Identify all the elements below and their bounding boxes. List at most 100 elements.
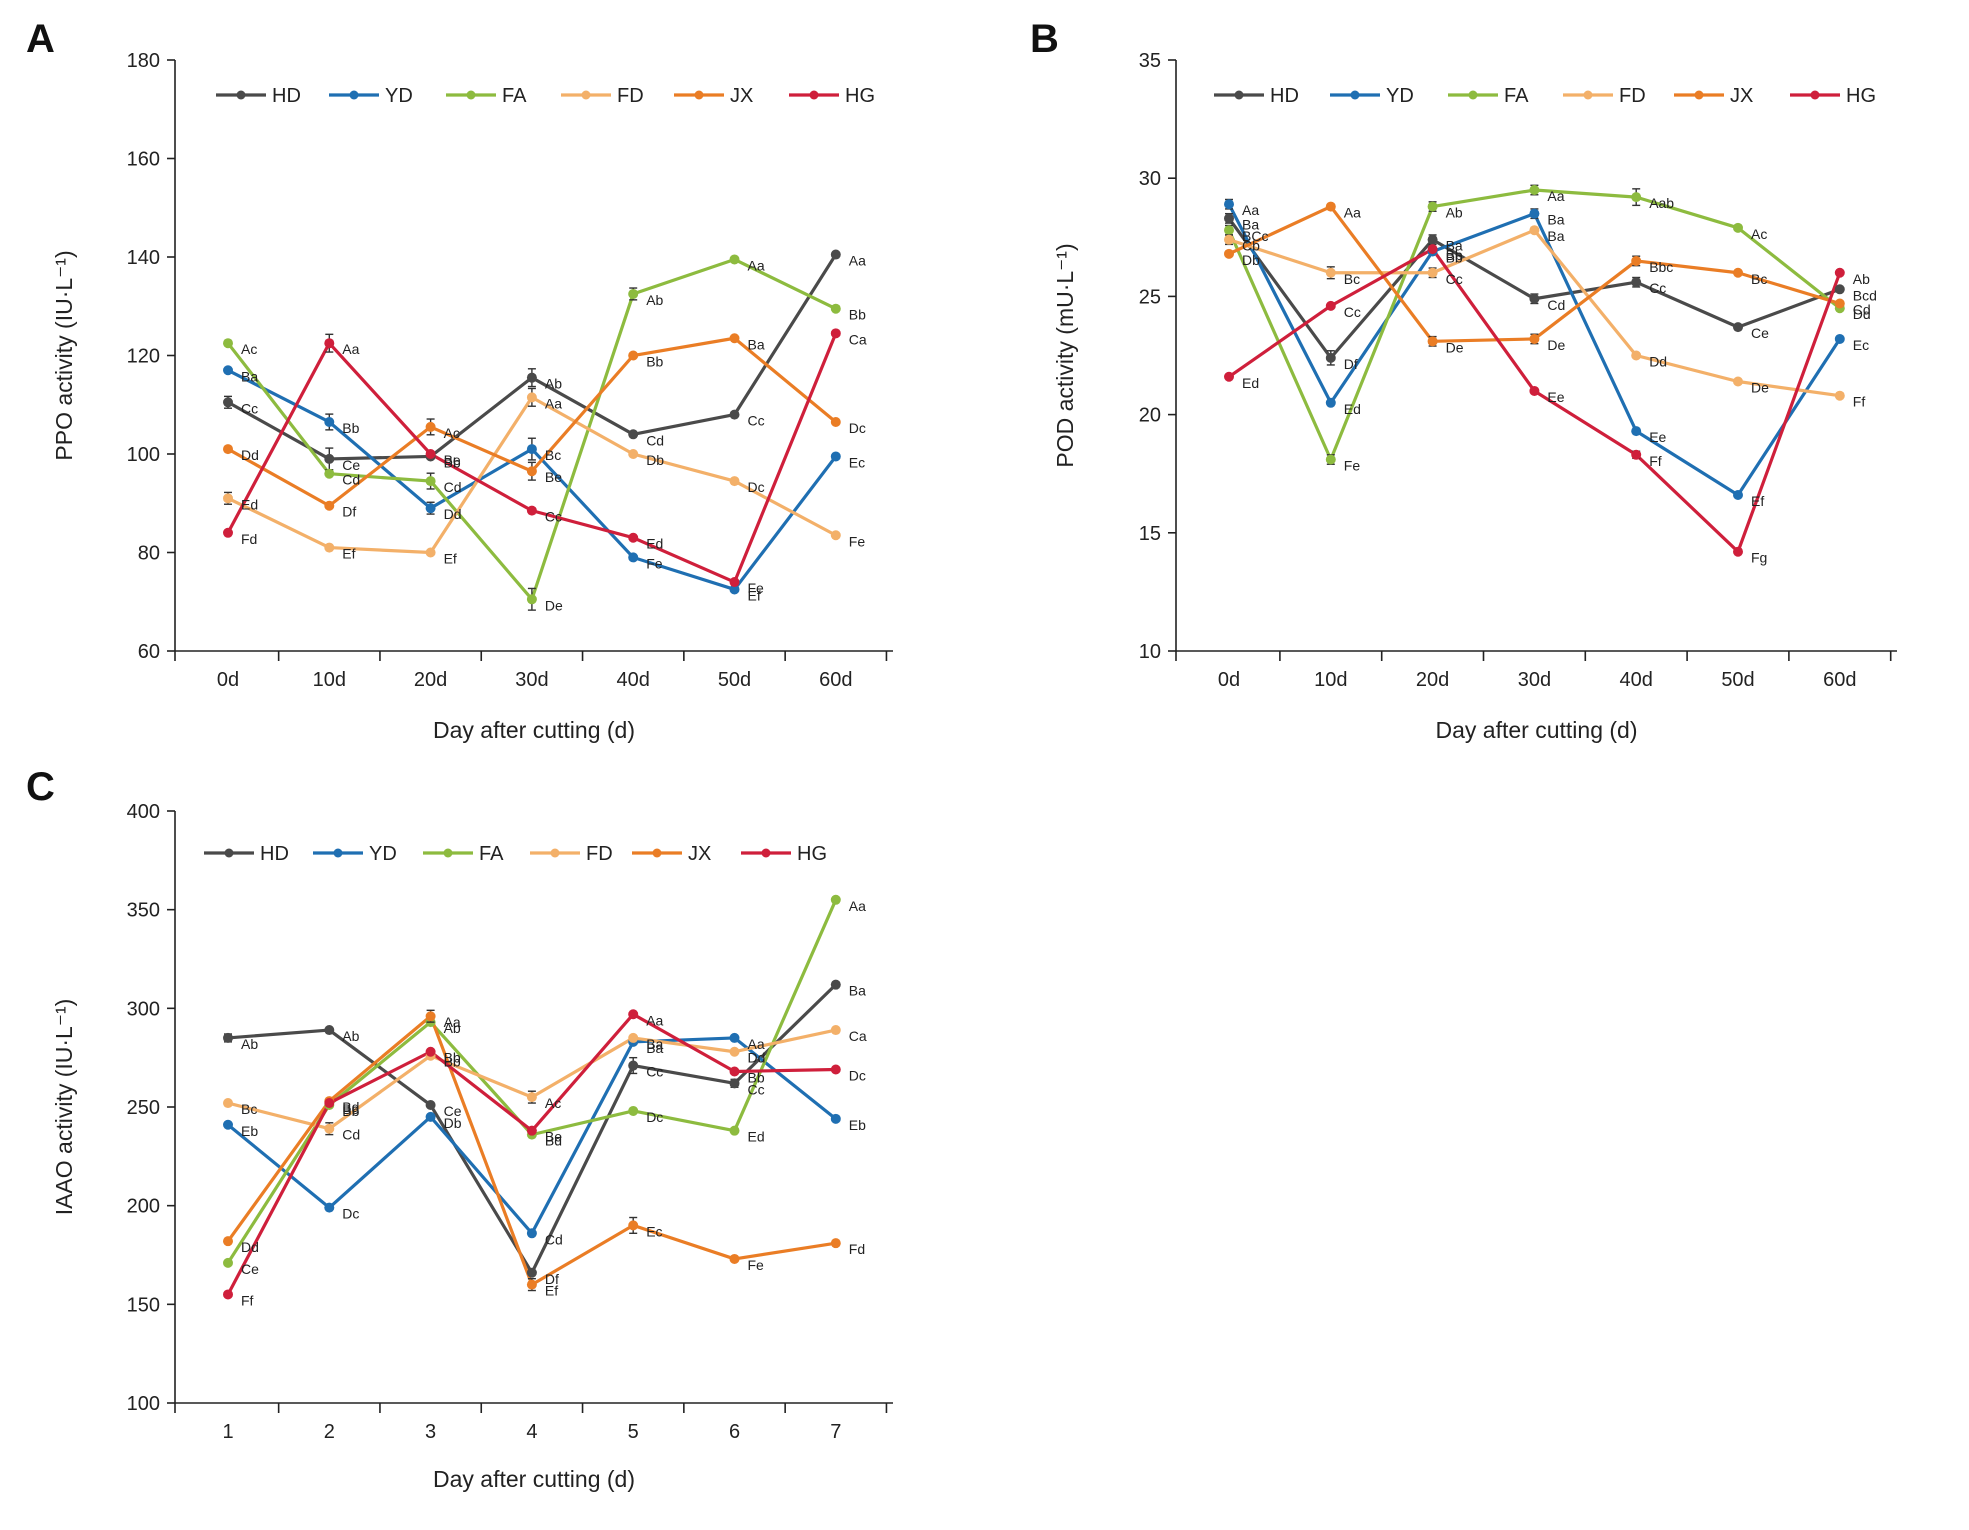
significance-label: Dd: [444, 506, 462, 522]
data-point-fd: [223, 493, 233, 504]
significance-label: Bb: [444, 1050, 461, 1066]
data-point-fa: [830, 303, 841, 314]
significance-label: Cc: [1649, 280, 1666, 296]
legend-label-hg: HG: [1846, 85, 1876, 107]
data-point-hg: [830, 328, 841, 339]
data-point-fa: [425, 476, 436, 487]
significance-label: Dc: [748, 479, 765, 495]
x-axis-title: Day after cutting (d): [433, 717, 635, 743]
significance-label: Df: [1344, 356, 1358, 372]
data-point-yd: [1325, 397, 1336, 408]
data-point-jx: [628, 350, 639, 361]
significance-label: Ef: [1751, 493, 1764, 509]
data-point-jx: [729, 333, 740, 344]
significance-label: Cc: [748, 413, 765, 429]
data-point-yd: [425, 503, 436, 514]
data-point-fd: [1834, 390, 1845, 401]
x-tick-label: 30d: [515, 669, 548, 691]
significance-label: Ff: [1649, 453, 1662, 469]
data-point-jx: [1631, 255, 1642, 266]
legend-label-hg: HG: [845, 85, 875, 107]
legend-marker-hg: [809, 90, 819, 100]
significance-label: Bb: [748, 1069, 765, 1085]
data-point-hg: [1427, 244, 1438, 255]
significance-label: Db: [1242, 252, 1260, 268]
legend-marker-yd: [349, 90, 359, 100]
significance-label: Bb: [342, 420, 359, 436]
x-tick-label: 60d: [1823, 669, 1856, 691]
significance-label: Fd: [241, 531, 257, 547]
significance-label: De: [1751, 380, 1769, 396]
data-point-fa: [830, 894, 841, 905]
legend-label-hd: HD: [1270, 85, 1299, 107]
data-point-yd: [526, 444, 537, 455]
significance-label: Ce: [444, 1103, 462, 1119]
y-tick-label: 100: [127, 444, 160, 466]
legend-marker-hd: [236, 90, 246, 100]
significance-label: Bb: [1446, 249, 1463, 265]
series-line-hd: [227, 253, 838, 461]
significance-label: Be: [545, 469, 562, 485]
data-point-hg: [1834, 267, 1845, 278]
significance-label: Fg: [1751, 550, 1767, 566]
data-point-fd: [1631, 350, 1642, 361]
data-point-fa: [223, 338, 233, 349]
y-axis-title: IAAO activity (IU·L⁻¹): [51, 999, 77, 1216]
panel-letter: A: [26, 17, 55, 61]
significance-label: Ca: [849, 1028, 867, 1044]
x-tick-label: 6: [729, 1421, 740, 1443]
legend-marker-fa: [1468, 90, 1478, 100]
legend-label-jx: JX: [730, 85, 753, 107]
significance-label: Dc: [342, 1206, 359, 1222]
data-point-jx: [1834, 298, 1845, 309]
y-tick-label: 160: [127, 149, 160, 171]
significance-label: Ac: [444, 425, 460, 441]
data-point-fd: [324, 1123, 335, 1134]
significance-label: Ab: [1446, 205, 1463, 221]
significance-label: Cc: [1344, 304, 1361, 320]
data-point-hg: [729, 577, 740, 588]
data-point-hd: [1224, 213, 1234, 224]
data-point-fa: [223, 1257, 233, 1268]
data-point-hd: [628, 429, 639, 440]
data-point-fd: [324, 542, 335, 553]
significance-label: Aa: [849, 898, 866, 914]
significance-label: Eb: [241, 1123, 258, 1139]
x-axis-title: Day after cutting (d): [433, 1466, 635, 1492]
significance-label: Ee: [1649, 429, 1666, 445]
significance-label: Fe: [748, 1257, 765, 1273]
significance-label: Ec: [646, 1223, 662, 1239]
legend-marker-fd: [581, 90, 591, 100]
data-point-fa: [729, 1125, 740, 1136]
significance-label: Ed: [1242, 375, 1259, 391]
x-tick-label: 40d: [617, 669, 650, 691]
legend-marker-hd: [1234, 90, 1244, 100]
data-point-jx: [526, 466, 537, 477]
significance-label: Dd: [241, 447, 259, 463]
data-point-fd: [729, 1046, 740, 1057]
data-point-fa: [729, 254, 740, 265]
data-point-fd: [628, 449, 639, 459]
data-point-jx: [628, 1220, 639, 1231]
significance-label: Ab: [545, 376, 562, 392]
y-tick-label: 400: [127, 801, 160, 823]
significance-label: Aa: [1547, 188, 1564, 204]
data-point-fd: [223, 1098, 233, 1109]
significance-label: Cd: [444, 479, 462, 495]
significance-label: Aa: [748, 257, 765, 273]
data-point-yd: [830, 1113, 841, 1124]
significance-label: Ab: [342, 1028, 359, 1044]
legend-marker-fa: [466, 90, 476, 100]
significance-label: Bc: [1751, 271, 1767, 287]
x-tick-label: 10d: [1314, 669, 1347, 691]
significance-label: Ec: [1853, 337, 1869, 353]
significance-label: Aa: [849, 253, 866, 269]
legend-marker-fa: [443, 848, 453, 858]
significance-label: Ba: [241, 368, 258, 384]
y-tick-label: 100: [127, 1393, 160, 1415]
x-tick-label: 0d: [1218, 669, 1240, 691]
x-tick-label: 7: [830, 1421, 841, 1443]
data-point-yd: [526, 1228, 537, 1239]
significance-label: Aa: [444, 1014, 461, 1030]
